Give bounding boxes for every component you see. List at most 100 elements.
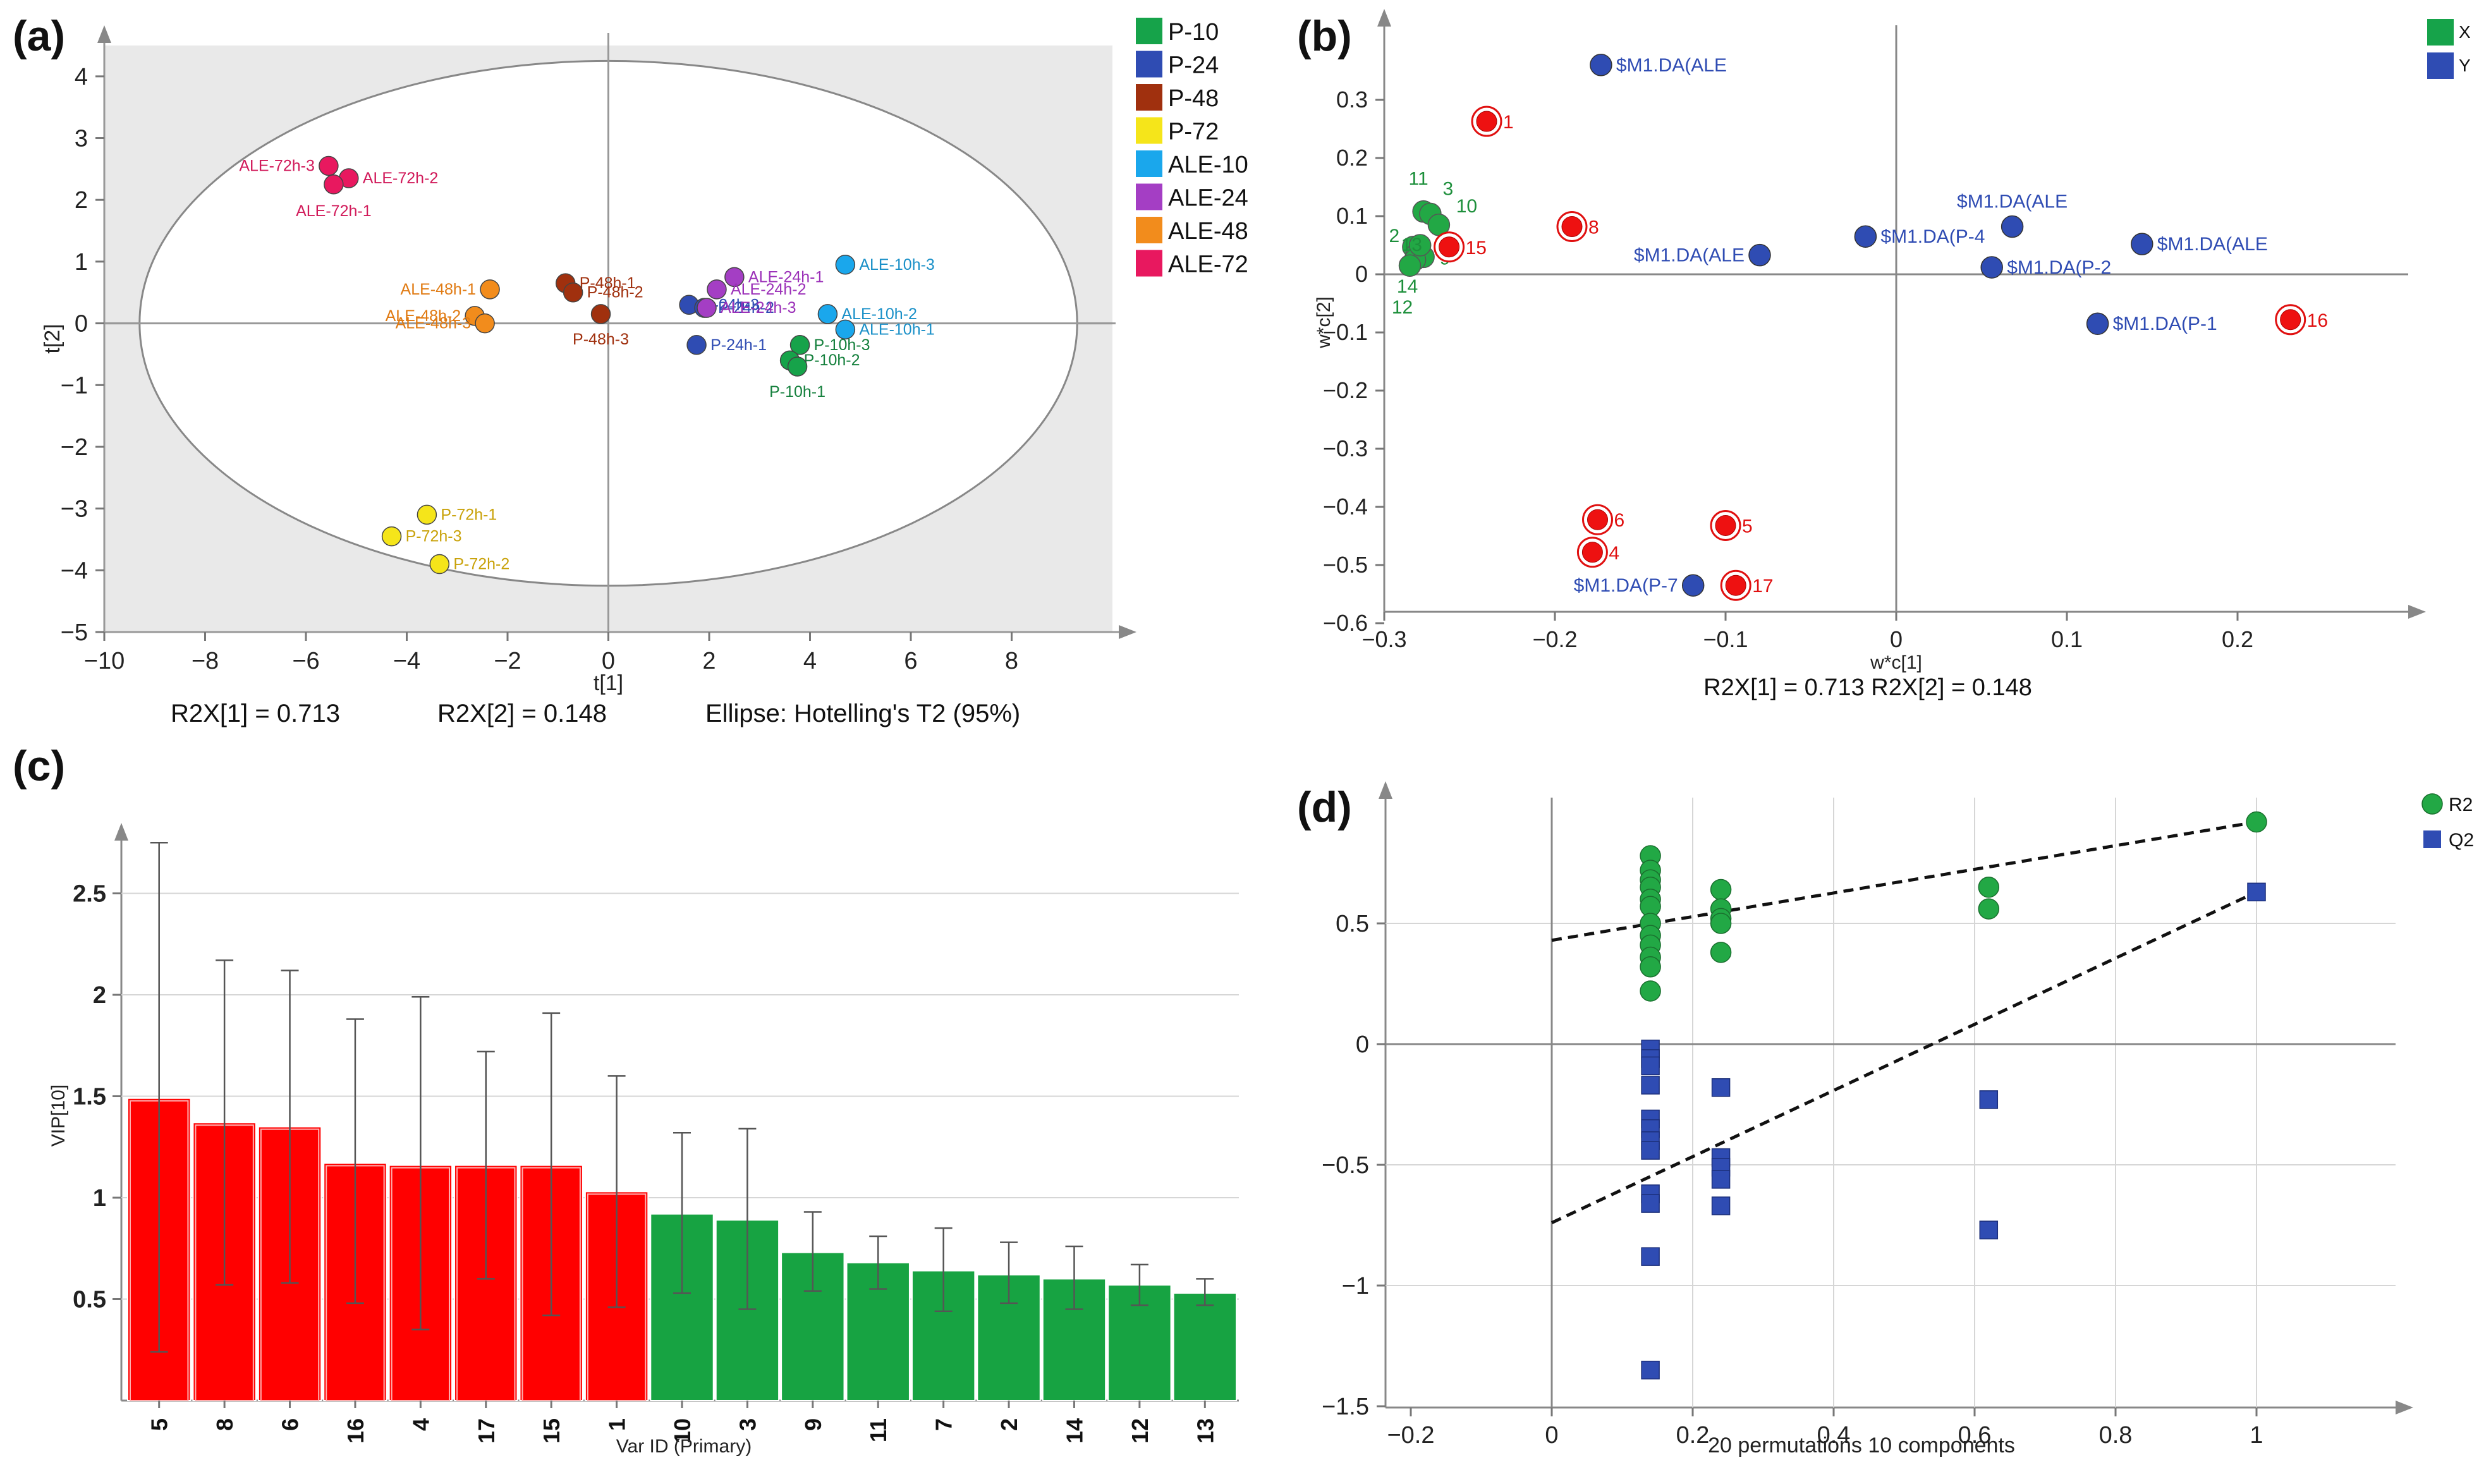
score-point-label: ALE-48h-3 (396, 315, 472, 332)
x-tick-label-c: 8 (212, 1418, 238, 1431)
x-tick-label-a: 4 (803, 648, 817, 674)
y-variable-label: $M1.DA(P-7 (1574, 575, 1678, 596)
y-arrow-d (1379, 781, 1392, 799)
legend-swatch-a (1136, 250, 1162, 277)
x-tick-label-c: 5 (147, 1418, 173, 1431)
y-axis-label-b: w*c[2] (1313, 296, 1334, 349)
y-tick-label-d: −0.5 (1322, 1152, 1369, 1179)
x-tick-label-a: −4 (393, 648, 420, 674)
score-point-ALE-24 (697, 298, 717, 318)
legend-swatch-a (1136, 18, 1162, 44)
panel-b-loading-plot: −0.3 −0.2 −0.1 0 0.1 0.2 0.3 0.2 0.1 0 −0.1 −0.2 −0.… (1313, 9, 2471, 701)
y-variable-label: $M1.DA(P-4 (1880, 226, 1985, 247)
subtitle-b: R2X[1] = 0.713 R2X[2] = 0.148 (1703, 674, 2032, 701)
y-variable-label: $M1.DA(P-1 (2113, 313, 2217, 334)
r2-point (1978, 876, 2000, 898)
score-point-label: P-10h-1 (769, 383, 825, 401)
legend-label-a: ALE-72 (1168, 252, 1248, 278)
legend-swatch-a (1136, 84, 1162, 111)
x-arrow-b (2408, 605, 2426, 619)
x-tick-label-c: 4 (408, 1418, 434, 1431)
y-tick-label-a: 2 (75, 187, 88, 214)
score-point-label: P-10h-2 (804, 351, 860, 369)
legend-swatch-a (1136, 217, 1162, 243)
legend-swatch-a (1136, 150, 1162, 177)
score-point-P-72 (381, 526, 402, 547)
highlight-point (1725, 575, 1746, 596)
score-point-P-10 (787, 356, 808, 377)
q2-point (1641, 1247, 1660, 1266)
q2-point (1641, 1056, 1660, 1076)
x-tick-label-c: 3 (734, 1418, 760, 1431)
x-tick-label-a: −8 (192, 648, 219, 674)
x-tick-label-c: 1 (604, 1418, 630, 1431)
x-tick-label-b: −0.1 (1703, 626, 1748, 652)
legend-label-d: R2 (2449, 794, 2473, 815)
r2-point (1710, 913, 1732, 934)
legend-label-a: ALE-48 (1168, 218, 1248, 245)
highlight-label: 16 (2307, 310, 2328, 331)
x-tick-label-b: 0.1 (2051, 626, 2083, 652)
score-point-ALE-10 (835, 319, 856, 340)
score-point-P-48 (563, 282, 583, 303)
x-tick-label-c: 13 (1192, 1418, 1218, 1444)
score-point-label: ALE-10h-1 (859, 320, 935, 338)
highlight-point (1476, 111, 1497, 132)
panel-label-a: (a) (13, 12, 65, 60)
x-tick-label-c: 2 (996, 1418, 1022, 1431)
q2-point (1641, 1141, 1660, 1160)
highlight-label: 8 (1588, 217, 1599, 238)
x-tick-label-d: 0 (1545, 1422, 1558, 1449)
y-tick-label-b: −0.1 (1323, 319, 1368, 345)
x-tick-label-c: 16 (343, 1418, 368, 1444)
r2-point (1640, 980, 1661, 1002)
panel-label-d: (d) (1297, 783, 1352, 831)
score-point-label: ALE-72h-3 (239, 157, 315, 174)
score-point-label: P-72h-3 (406, 528, 462, 545)
q2-point (1979, 1220, 1999, 1239)
score-point-ALE-48 (475, 313, 495, 334)
score-point-ALE-10 (835, 255, 856, 275)
x-tick-label-a: −2 (494, 648, 521, 674)
x-variable-label: 2 (1389, 226, 1400, 246)
q2-point (1641, 1076, 1660, 1095)
legend-label-a: P-48 (1168, 85, 1219, 112)
r2-point (1710, 879, 1732, 901)
score-point-label: P-72h-2 (453, 556, 509, 573)
x-tick-label-b: 0.2 (2222, 626, 2253, 652)
legend-swatch-b (2427, 52, 2454, 79)
y-variable-point (1681, 574, 1705, 597)
x-variable-label: 12 (1392, 297, 1413, 318)
x-variable-label: 13 (1401, 234, 1422, 255)
highlight-label: 15 (1466, 238, 1487, 258)
x-tick-label-c: 15 (539, 1418, 564, 1444)
score-point-P-72 (429, 554, 450, 575)
legend-label-b: Y (2459, 56, 2471, 75)
score-point-ALE-24 (724, 267, 745, 288)
x-tick-label-a: −6 (292, 648, 319, 674)
r2x2-text-a: R2X[2] = 0.148 (437, 700, 607, 727)
score-point-ALE-10 (817, 304, 838, 324)
x-tick-label-c: 6 (277, 1418, 303, 1431)
x-variable-label: 10 (1456, 196, 1477, 217)
legend-label-a: P-24 (1168, 52, 1219, 79)
y-tick-label-b: −0.4 (1323, 494, 1368, 520)
r2-point (1710, 942, 1732, 963)
legend-label-a: ALE-10 (1168, 152, 1248, 178)
highlight-label: 6 (1614, 510, 1625, 531)
y-tick-label-a: 1 (75, 249, 88, 276)
legend-swatch-a (1136, 51, 1162, 78)
score-point-label: ALE-24h-2 (731, 281, 807, 298)
y-variable-point (2001, 215, 2024, 238)
x-tick-label-c: 11 (865, 1418, 891, 1442)
score-point-label: ALE-10h-2 (841, 305, 917, 323)
y-tick-label-d: −1 (1342, 1273, 1369, 1299)
x-axis-label-a: t[1] (594, 671, 623, 695)
highlight-label: 4 (1609, 543, 1619, 564)
x-variable-label: 14 (1397, 276, 1418, 297)
y-axis-label-a: t[2] (40, 324, 64, 353)
score-point-label: P-48h-2 (587, 284, 643, 301)
x-tick-label-a: 0 (602, 648, 615, 674)
legend-marker-d (2423, 830, 2441, 848)
x-tick-label-c: 10 (669, 1418, 695, 1444)
